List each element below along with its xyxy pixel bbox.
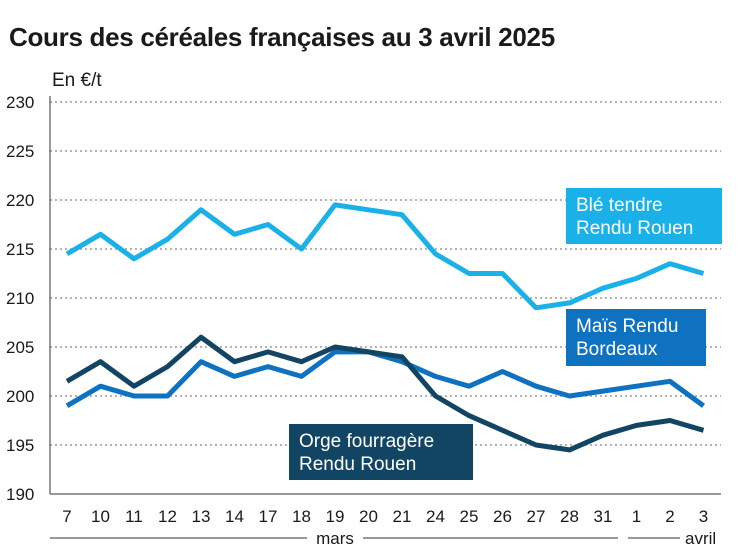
- x-tick-label: 7: [62, 507, 71, 526]
- series-line: [65, 202, 705, 311]
- legend-line-1: Maïs Rendu: [576, 316, 679, 337]
- x-tick-label: 31: [594, 507, 613, 526]
- y-tick-label: 220: [6, 191, 34, 210]
- y-tick-label: 190: [6, 485, 34, 504]
- x-tick-label: 28: [560, 507, 579, 526]
- legend-line-2: Bordeaux: [576, 339, 658, 360]
- x-tick-label: 20: [359, 507, 378, 526]
- x-tick-label: 17: [259, 507, 278, 526]
- x-tick-label: 1: [632, 507, 641, 526]
- y-tick-label: 200: [6, 387, 34, 406]
- y-axis-unit-label: En €/t: [52, 70, 102, 91]
- x-tick-label: 26: [493, 507, 512, 526]
- legend-label-orge: Orge fourragère Rendu Rouen: [289, 424, 473, 480]
- x-tick-label: 18: [292, 507, 311, 526]
- x-tick-label: 10: [91, 507, 110, 526]
- legend-line-2: Rendu Rouen: [299, 454, 417, 475]
- legend-label-ble-tendre: Blé tendre Rendu Rouen: [566, 188, 722, 244]
- legend-line-2: Rendu Rouen: [576, 218, 694, 239]
- x-tick-label: 2: [665, 507, 674, 526]
- x-tick-label: 25: [460, 507, 479, 526]
- y-tick-label: 195: [6, 436, 34, 455]
- chart-title: Cours des céréales françaises au 3 avril…: [9, 22, 555, 52]
- series-line: [65, 334, 705, 453]
- x-tick-label: 11: [125, 507, 143, 526]
- y-tick-label: 215: [6, 240, 34, 259]
- x-tick-label: 19: [326, 507, 345, 526]
- legend-line-1: Orge fourragère: [299, 431, 435, 452]
- legend-label-mais: Maïs Rendu Bordeaux: [566, 309, 706, 366]
- x-tick-label: 3: [699, 507, 708, 526]
- x-tick-label: 14: [225, 507, 244, 526]
- y-tick-label: 225: [6, 142, 34, 161]
- y-tick-label: 210: [6, 289, 34, 308]
- y-tick-label: 230: [6, 93, 34, 112]
- month-label: mars: [316, 529, 354, 548]
- x-tick-label: 21: [393, 507, 412, 526]
- month-label: avril: [685, 529, 716, 548]
- legend-line-1: Blé tendre: [576, 195, 663, 216]
- x-tick-label: 27: [527, 507, 546, 526]
- x-tick-label: 13: [192, 507, 211, 526]
- x-tick-label: 12: [158, 507, 177, 526]
- x-tick-label: 24: [426, 507, 445, 526]
- y-tick-label: 205: [6, 338, 34, 357]
